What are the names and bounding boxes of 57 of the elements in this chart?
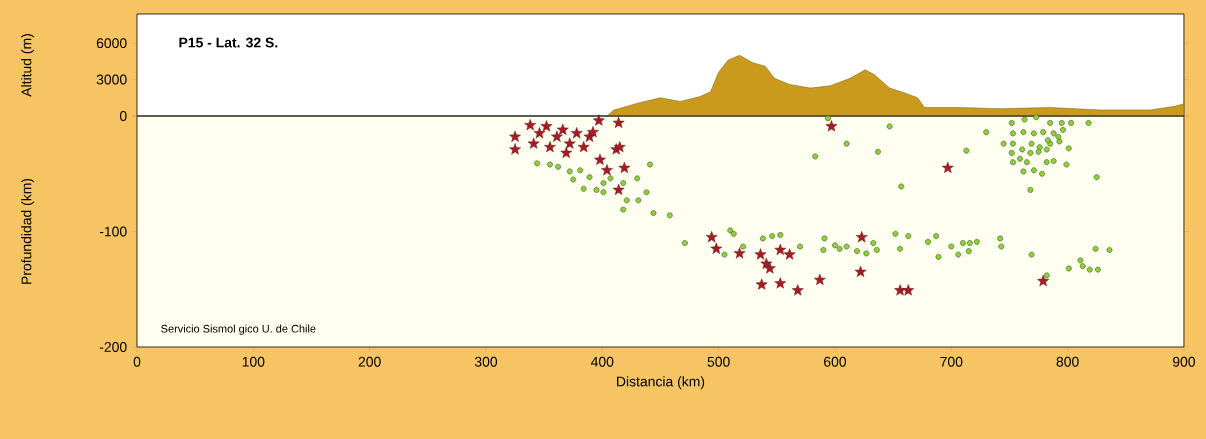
point [570, 127, 583, 139]
point [612, 116, 625, 128]
point [854, 265, 867, 277]
x-tick-label: 500 [707, 356, 730, 367]
point [774, 277, 787, 289]
point [705, 231, 718, 243]
point [1037, 274, 1050, 287]
point [587, 125, 599, 138]
point [754, 248, 767, 260]
point [551, 130, 563, 142]
point [902, 284, 915, 296]
x-axis-title: Distancia (km) [617, 376, 705, 390]
point [733, 247, 746, 259]
x-tick-label: 800 [1056, 356, 1079, 367]
point [791, 284, 804, 296]
point [783, 248, 796, 260]
point [524, 119, 537, 131]
point [601, 164, 613, 176]
point [540, 120, 553, 132]
y-tick-label: 6000 [96, 38, 127, 49]
text: P15 - Lat. 32 S. [179, 37, 278, 48]
point [509, 143, 521, 155]
x-tick-label: 600 [824, 356, 847, 367]
point [592, 114, 605, 126]
y-tick-label: -100 [99, 226, 127, 237]
x-tick-label: 400 [590, 356, 614, 367]
y-tick-label: 3000 [96, 74, 127, 85]
annotation: Servicio Sismol gico U. de Chile [161, 324, 316, 335]
x-tick-label: 300 [474, 356, 498, 367]
point [527, 137, 540, 149]
y-axis-title: Profundidad (km) [21, 178, 35, 284]
y-tick-label: 0 [119, 111, 127, 121]
point [544, 140, 556, 153]
point [560, 146, 573, 159]
point [774, 243, 787, 256]
point [594, 153, 606, 165]
point [755, 278, 768, 290]
point [763, 262, 776, 274]
point [710, 242, 723, 254]
point [941, 161, 954, 174]
y-axis-title: Altitud (m) [21, 34, 35, 97]
point [533, 127, 546, 139]
point [618, 161, 631, 174]
x-tick-label: 0 [133, 356, 141, 367]
point [563, 137, 576, 149]
y-tick-label: -200 [99, 342, 127, 352]
point [612, 183, 625, 195]
point [509, 130, 521, 142]
x-tick-label: 200 [358, 356, 381, 367]
point [855, 231, 868, 243]
point [825, 120, 838, 132]
x-tick-label: 700 [940, 356, 963, 367]
point [556, 123, 569, 135]
x-tick-label: 100 [242, 356, 265, 367]
point [577, 140, 590, 153]
point [813, 273, 826, 286]
x-tick-label: 900 [1172, 356, 1196, 367]
